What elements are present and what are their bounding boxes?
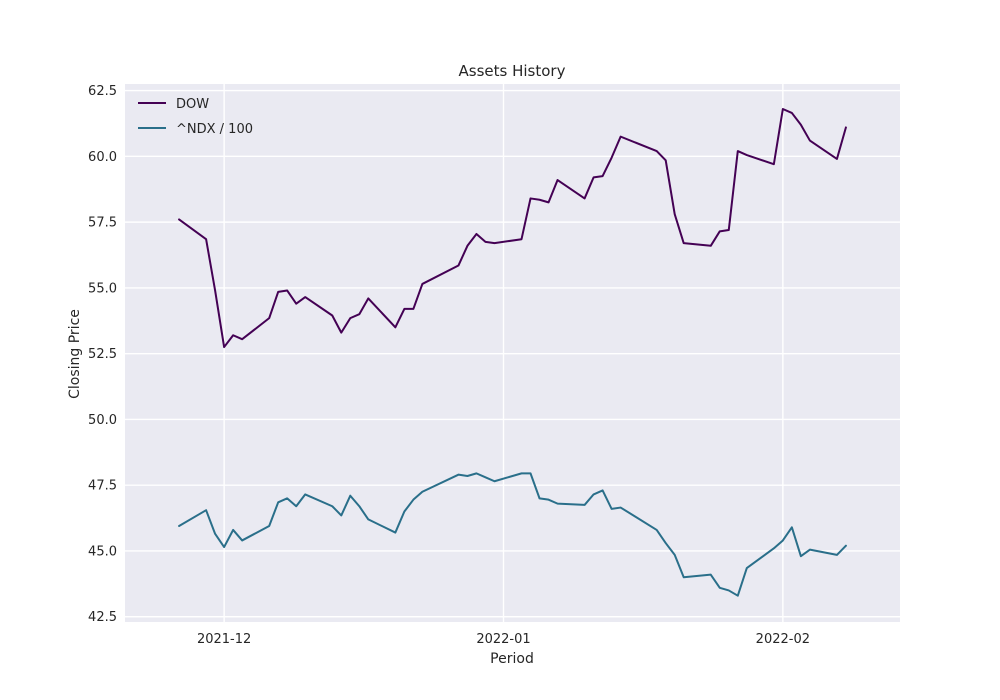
y-axis-ticks: 42.5 45.0 47.5 50.0 52.5 55.0 57.5 60.0 62.5 xyxy=(88,84,117,625)
series-line-ndx xyxy=(178,472,847,597)
y-tick-label: 52.5 xyxy=(88,347,117,362)
series-lines xyxy=(178,107,847,597)
grid-lines xyxy=(125,84,900,622)
y-tick-label: 60.0 xyxy=(88,150,117,165)
x-axis-ticks: 2021-12 2022-01 2022-02 xyxy=(197,632,810,647)
y-axis-label: Closing Price xyxy=(67,309,83,399)
y-tick-label: 50.0 xyxy=(88,413,117,428)
chart-title: Assets History xyxy=(459,62,566,80)
legend-label: DOW xyxy=(176,97,209,112)
series-line-dow xyxy=(178,107,847,349)
x-axis-label: Period xyxy=(490,651,534,667)
y-tick-label: 57.5 xyxy=(88,216,117,231)
legend-label: ^NDX / 100 xyxy=(176,122,253,137)
x-tick-label: 2021-12 xyxy=(197,632,251,647)
y-tick-label: 47.5 xyxy=(88,479,117,494)
y-tick-label: 62.5 xyxy=(88,84,117,99)
x-tick-label: 2022-01 xyxy=(476,632,530,647)
y-tick-label: 42.5 xyxy=(88,610,117,625)
y-tick-label: 55.0 xyxy=(88,281,117,296)
y-tick-label: 45.0 xyxy=(88,544,117,559)
x-tick-label: 2022-02 xyxy=(756,632,810,647)
legend: DOW ^NDX / 100 xyxy=(138,97,253,137)
